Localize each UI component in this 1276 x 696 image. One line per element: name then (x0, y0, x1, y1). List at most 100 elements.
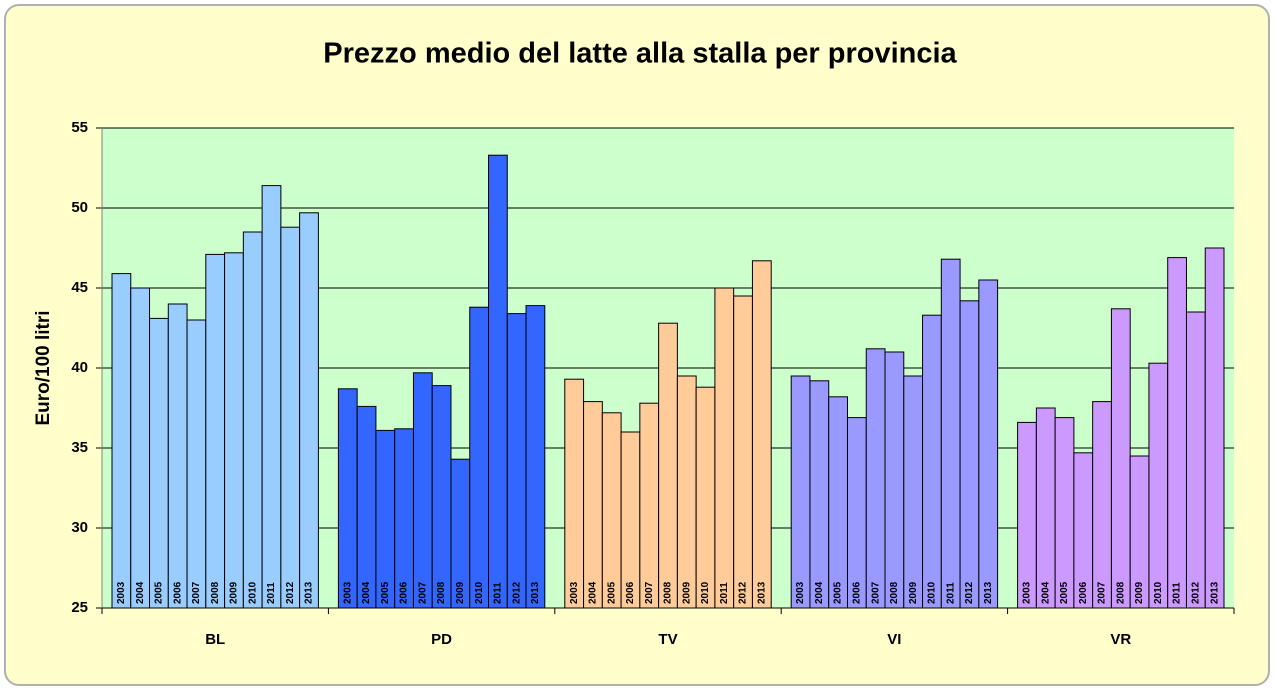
bar-year-label: 2012 (285, 581, 296, 604)
bar-year-label: 2011 (1172, 582, 1183, 604)
bar (1167, 257, 1187, 609)
bar-year-label: 2012 (1190, 581, 1201, 604)
bar-year-label: 2008 (436, 581, 447, 604)
bar-year-label: 2010 (474, 581, 485, 604)
bar-year-label: 2011 (266, 582, 277, 604)
bar (356, 405, 377, 609)
bar (583, 401, 603, 609)
bar (469, 306, 490, 609)
bar (733, 295, 753, 609)
chart-title: Prezzo medio del latte alla stalla per p… (323, 38, 957, 70)
bar (790, 375, 811, 609)
bar-year-label: 2013 (530, 581, 541, 604)
bar-year-label: 2007 (644, 581, 655, 604)
bar (1035, 407, 1056, 609)
bar-year-label: 2004 (814, 581, 825, 604)
bar (149, 317, 169, 609)
bar (242, 231, 263, 609)
bar (111, 273, 132, 609)
bar-year-label: 2010 (700, 581, 711, 604)
bar (828, 396, 848, 609)
bar (1110, 308, 1131, 609)
bar (337, 388, 358, 609)
y-axis-label: Euro/100 litri (33, 310, 54, 425)
bar (695, 386, 716, 609)
bar-year-label: 2011 (719, 582, 730, 604)
bar (903, 375, 924, 609)
bar (186, 319, 207, 609)
bar-year-label: 2007 (1097, 581, 1108, 604)
bar (167, 303, 188, 609)
bar (714, 287, 735, 609)
bar-year-label: 2012 (964, 581, 975, 604)
bar-year-label: 2006 (172, 581, 183, 604)
bar-year-label: 2009 (1134, 581, 1145, 604)
bar-year-label: 2011 (945, 582, 956, 604)
y-tick-label: 30 (71, 519, 88, 536)
bar (1054, 417, 1075, 609)
bar-year-label: 2004 (588, 581, 599, 604)
bar (809, 380, 830, 609)
bar-year-label: 2007 (191, 581, 202, 604)
bar (205, 253, 226, 609)
bar (601, 412, 622, 609)
bar (1092, 401, 1112, 609)
bar-year-label: 2005 (154, 581, 165, 604)
bar-year-label: 2003 (342, 581, 353, 604)
y-tick-label: 55 (71, 119, 88, 136)
bar (884, 351, 905, 609)
bar-year-label: 2010 (247, 581, 258, 604)
bar (846, 417, 867, 609)
bar (922, 314, 942, 609)
bar-year-label: 2008 (663, 581, 674, 604)
bar-year-label: 2008 (210, 581, 221, 604)
bar (506, 313, 527, 609)
bar-year-label: 2004 (1040, 581, 1051, 604)
bar (488, 154, 508, 609)
y-tick-label: 25 (71, 599, 88, 616)
bar-year-label: 2003 (1022, 581, 1033, 604)
bar-year-label: 2013 (304, 581, 315, 604)
bar (299, 212, 319, 609)
bar-year-label: 2013 (1209, 581, 1220, 604)
x-tick-label: VI (887, 631, 901, 648)
x-tick-label: PD (431, 631, 452, 648)
bar (940, 258, 961, 609)
y-tick-label: 50 (71, 199, 88, 216)
bar (751, 260, 772, 609)
bar-year-label: 2010 (1153, 581, 1164, 604)
bar-year-label: 2011 (493, 582, 504, 604)
bar (865, 348, 886, 609)
bar (676, 375, 697, 609)
bar (1148, 362, 1169, 609)
bar (525, 305, 546, 609)
bar-year-label: 2013 (983, 581, 994, 604)
y-tick-label: 45 (71, 279, 88, 296)
y-tick-label: 35 (71, 439, 88, 456)
bar (431, 385, 452, 609)
bar-year-label: 2005 (606, 581, 617, 604)
bar-year-label: 2012 (511, 581, 522, 604)
bar (412, 372, 433, 609)
bar (658, 322, 678, 609)
y-tick-label: 40 (71, 359, 88, 376)
bar-year-label: 2009 (681, 581, 692, 604)
bar-year-label: 2004 (361, 581, 372, 604)
bar-year-label: 2008 (889, 581, 900, 604)
bar-year-label: 2013 (756, 581, 767, 604)
x-tick-label: TV (658, 631, 677, 648)
bar (224, 252, 244, 609)
bar-year-label: 2006 (625, 581, 636, 604)
bar (1185, 311, 1206, 609)
bar-year-label: 2008 (1115, 581, 1126, 604)
bar (280, 226, 301, 609)
bar-year-label: 2005 (380, 581, 391, 604)
bar-year-label: 2009 (908, 581, 919, 604)
bar (620, 431, 641, 609)
bar-year-label: 2006 (852, 581, 863, 604)
bar-year-label: 2006 (399, 581, 410, 604)
bar-year-label: 2003 (569, 581, 580, 604)
bar (394, 428, 414, 609)
bar (261, 185, 282, 609)
